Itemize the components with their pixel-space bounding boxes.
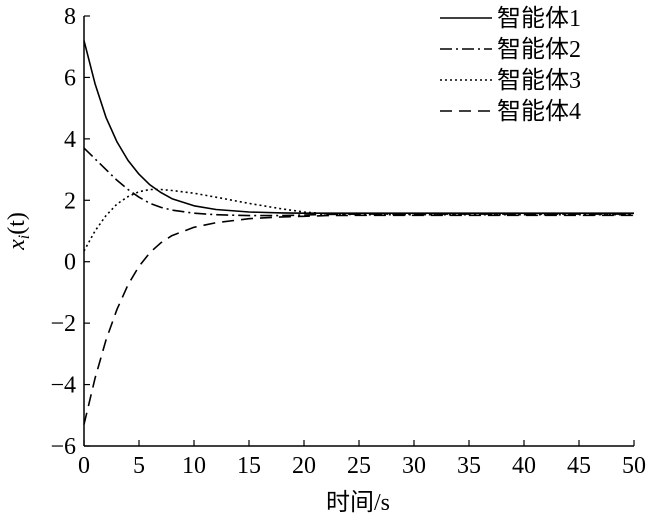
x-tick-label: 5	[133, 453, 145, 479]
x-tick-label: 45	[567, 453, 591, 479]
x-tick-label: 30	[402, 453, 426, 479]
series-line-1	[83, 40, 634, 214]
x-tick-label: 25	[347, 453, 371, 479]
x-tick-label: 0	[78, 453, 90, 479]
y-tick-label: −2	[50, 311, 76, 337]
y-tick-label: 8	[64, 4, 76, 30]
y-tick-label: 4	[64, 127, 76, 153]
y-tick-label: 2	[64, 188, 76, 214]
y-tick-label: 6	[64, 65, 76, 91]
series-line-3	[83, 188, 634, 252]
x-tick-label: 50	[622, 453, 646, 479]
legend-label-2: 智能体2	[497, 36, 581, 63]
legend-label-4: 智能体4	[497, 98, 581, 125]
series-line-2	[83, 147, 634, 217]
y-axis-label-main: x	[4, 239, 30, 251]
chart-legend: 智能体1 智能体2 智能体3 智能体4	[440, 5, 581, 125]
series-line-4	[83, 214, 634, 425]
x-tick-label: 20	[292, 453, 316, 479]
x-tick-label: 40	[512, 453, 536, 479]
legend-label-1: 智能体1	[497, 5, 581, 32]
legend-label-3: 智能体3	[497, 67, 581, 94]
chart-ticks: 0 5 10 15 20 25 30 35 40 45 50 −6 −4 −2 0 2 4 6 8	[50, 4, 646, 479]
y-tick-label: −4	[50, 373, 76, 399]
y-axis-label: xi(t)	[4, 212, 33, 251]
chart-series	[83, 40, 634, 425]
y-tick-label: 0	[64, 250, 76, 276]
x-axis-label: 时间/s	[326, 489, 390, 516]
x-tick-label: 35	[457, 453, 481, 479]
x-tick-label: 10	[182, 453, 206, 479]
y-axis-label-tail: (t)	[4, 212, 30, 235]
y-tick-label: −6	[50, 434, 76, 460]
x-tick-label: 15	[237, 453, 261, 479]
y-axis-label-subscript: i	[16, 235, 33, 239]
